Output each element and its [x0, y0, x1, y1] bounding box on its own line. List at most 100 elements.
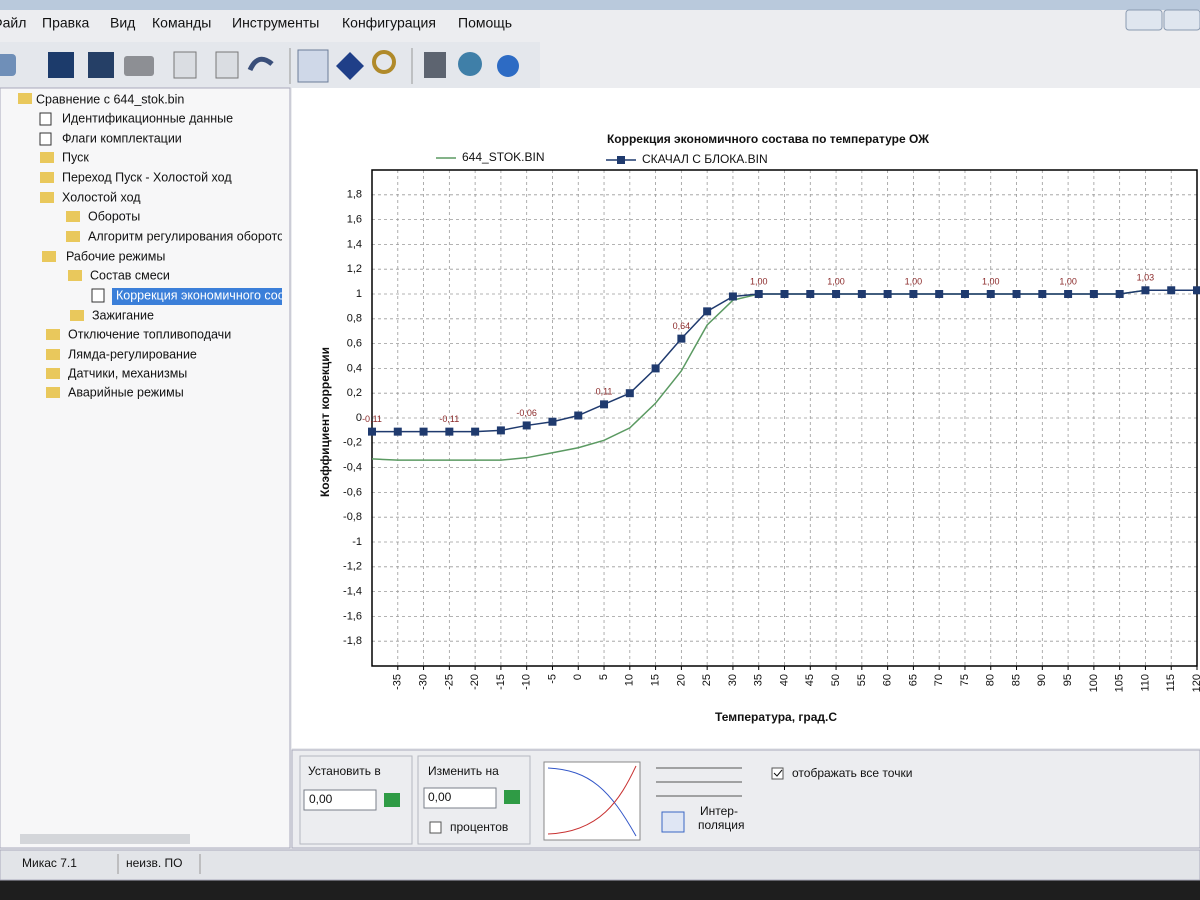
data-point: [625, 389, 634, 398]
x-tick-label: 85: [1010, 674, 1022, 686]
change-by-input[interactable]: [423, 787, 497, 809]
x-tick-label: 0: [572, 674, 584, 680]
y-tick-label: 1: [356, 288, 362, 300]
tree-item[interactable]: Холостой ход: [62, 190, 141, 204]
edit-controls: Установить в 0,00 Изменить на 0,00 проце…: [299, 755, 912, 845]
menu-item[interactable]: Помощь: [458, 15, 512, 31]
legend-label[interactable]: СКАЧАЛ С БЛОКА.BIN: [642, 152, 768, 166]
apply-button[interactable]: [384, 793, 400, 807]
value-label: 1,00: [827, 276, 845, 286]
tree-item[interactable]: Идентификационные данные: [62, 111, 233, 125]
x-tick-label: 115: [1165, 674, 1177, 692]
tree-item[interactable]: Лямда-регулирование: [68, 347, 197, 361]
data-point: [1012, 290, 1021, 298]
tree-item[interactable]: Аварийные режимы: [68, 385, 184, 399]
x-tick-label: 120: [1191, 674, 1200, 692]
tree-item[interactable]: Отключение топливоподачи: [68, 327, 231, 341]
apply-button[interactable]: [504, 790, 520, 804]
y-tick-label: -0,8: [343, 511, 362, 523]
y-tick-label: 1,2: [347, 263, 362, 275]
data-point: [728, 292, 737, 301]
legend-label[interactable]: 644_STOK.BIN: [462, 150, 545, 164]
change-by-value[interactable]: 0,00: [428, 790, 452, 804]
save-as-icon[interactable]: [88, 52, 114, 78]
menu-item[interactable]: Инструменты: [232, 15, 319, 31]
tree-item[interactable]: Состав смеси: [90, 268, 170, 282]
maximize-button[interactable]: [1163, 9, 1200, 31]
percent-checkbox[interactable]: [429, 821, 442, 834]
folder-icon: [70, 310, 84, 321]
x-tick-label: 15: [650, 674, 662, 686]
percent-label: процентов: [450, 820, 508, 834]
menu-item[interactable]: Конфигурация: [342, 15, 436, 31]
value-label: -0,11: [362, 414, 382, 424]
x-tick-label: 45: [804, 674, 816, 686]
folder-icon: [40, 152, 54, 163]
doc-icon: [91, 288, 105, 303]
y-tick-label: 0,2: [347, 387, 362, 399]
chart-title: Коррекция экономичного состава по темпер…: [607, 132, 929, 146]
interpolation-button[interactable]: [661, 811, 685, 833]
menu-item[interactable]: Правка: [42, 15, 90, 31]
save-icon[interactable]: [48, 52, 74, 78]
search-icon[interactable]: [372, 50, 396, 74]
group-box: [299, 755, 413, 845]
network-icon[interactable]: [458, 52, 482, 76]
folder-icon: [66, 211, 80, 222]
copy-icon[interactable]: [173, 51, 197, 79]
open-icon[interactable]: [0, 54, 16, 76]
y-tick-label: 1,6: [347, 214, 362, 226]
chart-icon[interactable]: [297, 49, 329, 83]
x-tick-label: 20: [675, 674, 687, 686]
set-to-value[interactable]: 0,00: [309, 792, 333, 806]
title-bar: [0, 0, 1200, 10]
tree-item[interactable]: Зажигание: [92, 308, 154, 322]
tree-item[interactable]: Обороты: [88, 209, 140, 223]
value-label: -0,11: [439, 414, 459, 424]
data-point: [574, 411, 583, 420]
tree-scrollbar[interactable]: [20, 834, 190, 844]
print-icon[interactable]: [124, 56, 154, 76]
curve-preview[interactable]: [543, 761, 641, 841]
y-tick-label: -1,6: [343, 610, 362, 622]
paste-icon[interactable]: [215, 51, 239, 79]
tree-item[interactable]: Рабочие режимы: [66, 249, 165, 263]
tree-item[interactable]: Флаги комплектации: [62, 131, 182, 145]
x-tick-label: -35: [392, 674, 404, 690]
tree-item[interactable]: Датчики, механизмы: [68, 366, 187, 380]
tree-item[interactable]: Переход Пуск - Холостой ход: [62, 170, 232, 184]
y-tick-label: -0,2: [343, 437, 362, 449]
data-point: [471, 427, 480, 436]
data-point: [935, 290, 944, 298]
set-to-input[interactable]: [303, 789, 377, 811]
tree-item[interactable]: Пуск: [62, 150, 89, 164]
menu-item[interactable]: Вид: [110, 15, 135, 31]
folder-icon: [66, 231, 80, 242]
tools-icon[interactable]: [424, 52, 446, 78]
data-point: [496, 426, 505, 435]
y-tick-label: -1,8: [343, 635, 362, 647]
tree-item[interactable]: Коррекция экономичного состава: [116, 288, 310, 302]
y-axis-label: Коэффициент коррекции: [318, 347, 332, 497]
folder-icon: [40, 192, 54, 203]
info-icon[interactable]: [336, 52, 364, 80]
doc-icon: [39, 132, 52, 146]
show-all-label: отображать все точки: [792, 766, 912, 780]
folder-icon: [40, 172, 54, 183]
x-tick-label: -15: [495, 674, 507, 690]
x-tick-label: -30: [417, 674, 429, 690]
minimize-button[interactable]: [1125, 9, 1163, 31]
undo-icon[interactable]: [247, 56, 274, 72]
y-tick-label: 1,8: [347, 189, 362, 201]
data-point: [600, 400, 609, 409]
menu-item[interactable]: Файл: [0, 15, 26, 31]
tree-item[interactable]: Алгоритм регулирования оборотов: [88, 229, 291, 243]
menu-item[interactable]: Команды: [152, 15, 211, 31]
data-point: [857, 290, 866, 298]
y-tick-label: -0,6: [343, 486, 362, 498]
value-label: 1,00: [982, 276, 1000, 286]
help-icon[interactable]: [497, 55, 519, 77]
show-all-checkbox[interactable]: [771, 767, 784, 780]
tree-item[interactable]: Сравнение с 644_stok.bin: [36, 92, 184, 106]
tree-panel: [0, 87, 291, 849]
